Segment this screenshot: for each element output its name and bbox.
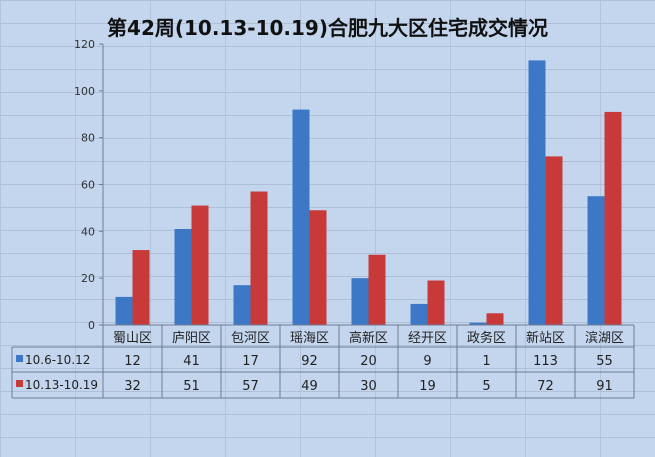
bar-series2 [132, 250, 150, 325]
data-table-value: 91 [596, 379, 613, 394]
bar-series1 [233, 285, 251, 325]
bar-series1 [174, 228, 192, 325]
data-table-value: 113 [533, 354, 558, 369]
legend-swatch [16, 380, 23, 387]
x-tick-label: 瑶海区 [290, 331, 329, 346]
x-tick-label: 庐阳区 [172, 331, 211, 346]
y-tick-label: 40 [81, 225, 95, 238]
x-tick-label: 经开区 [408, 331, 447, 346]
data-table-value: 9 [423, 354, 431, 369]
data-table-value: 57 [242, 379, 259, 394]
x-tick-label: 高新区 [349, 330, 388, 346]
bar-series2 [427, 280, 445, 325]
bar-series2 [309, 210, 327, 325]
x-tick-label: 蜀山区 [113, 331, 152, 346]
bar-series1 [528, 60, 546, 326]
y-tick-label: 80 [81, 132, 95, 145]
y-tick-label: 20 [81, 272, 95, 285]
x-tick-label: 滨湖区 [585, 330, 624, 346]
data-table-value: 20 [360, 354, 377, 369]
data-table-value: 12 [124, 354, 141, 369]
bar-series1 [587, 196, 605, 325]
data-table-value: 5 [482, 379, 490, 394]
y-tick-label: 0 [88, 319, 95, 332]
x-tick-label: 新站区 [526, 330, 565, 346]
bar-series2 [604, 111, 622, 326]
data-table-value: 72 [537, 379, 554, 394]
bar-series2 [250, 191, 268, 325]
y-tick-label: 60 [81, 179, 95, 192]
data-table-value: 92 [301, 354, 318, 369]
bar-series1 [115, 296, 133, 325]
data-table-value: 49 [301, 379, 318, 394]
x-tick-label: 包河区 [231, 331, 270, 346]
data-table-value: 41 [183, 354, 200, 369]
x-tick-label: 政务区 [467, 330, 506, 346]
bar-series2 [368, 254, 386, 325]
data-table-value: 30 [360, 379, 377, 394]
legend-swatch [16, 355, 23, 362]
bar-series2 [486, 313, 504, 325]
bar-series2 [545, 156, 563, 325]
legend-label: 10.6-10.12 [25, 353, 90, 367]
legend-label: 10.13-10.19 [25, 378, 98, 392]
data-table-value: 1 [482, 354, 490, 369]
data-table-value: 55 [596, 354, 613, 369]
bar-series1 [292, 109, 310, 325]
data-table-value: 51 [183, 379, 200, 394]
y-tick-label: 100 [74, 85, 95, 98]
bar-series1 [469, 322, 487, 325]
data-table-value: 19 [419, 379, 436, 394]
bar-series1 [351, 278, 369, 325]
y-tick-label: 120 [74, 38, 95, 51]
data-table-value: 17 [242, 354, 259, 369]
bar-series2 [191, 205, 209, 325]
bar-series1 [410, 303, 428, 325]
data-table-value: 32 [124, 379, 141, 394]
chart-title: 第42周(10.13-10.19)合肥九大区住宅成交情况 [107, 16, 548, 40]
